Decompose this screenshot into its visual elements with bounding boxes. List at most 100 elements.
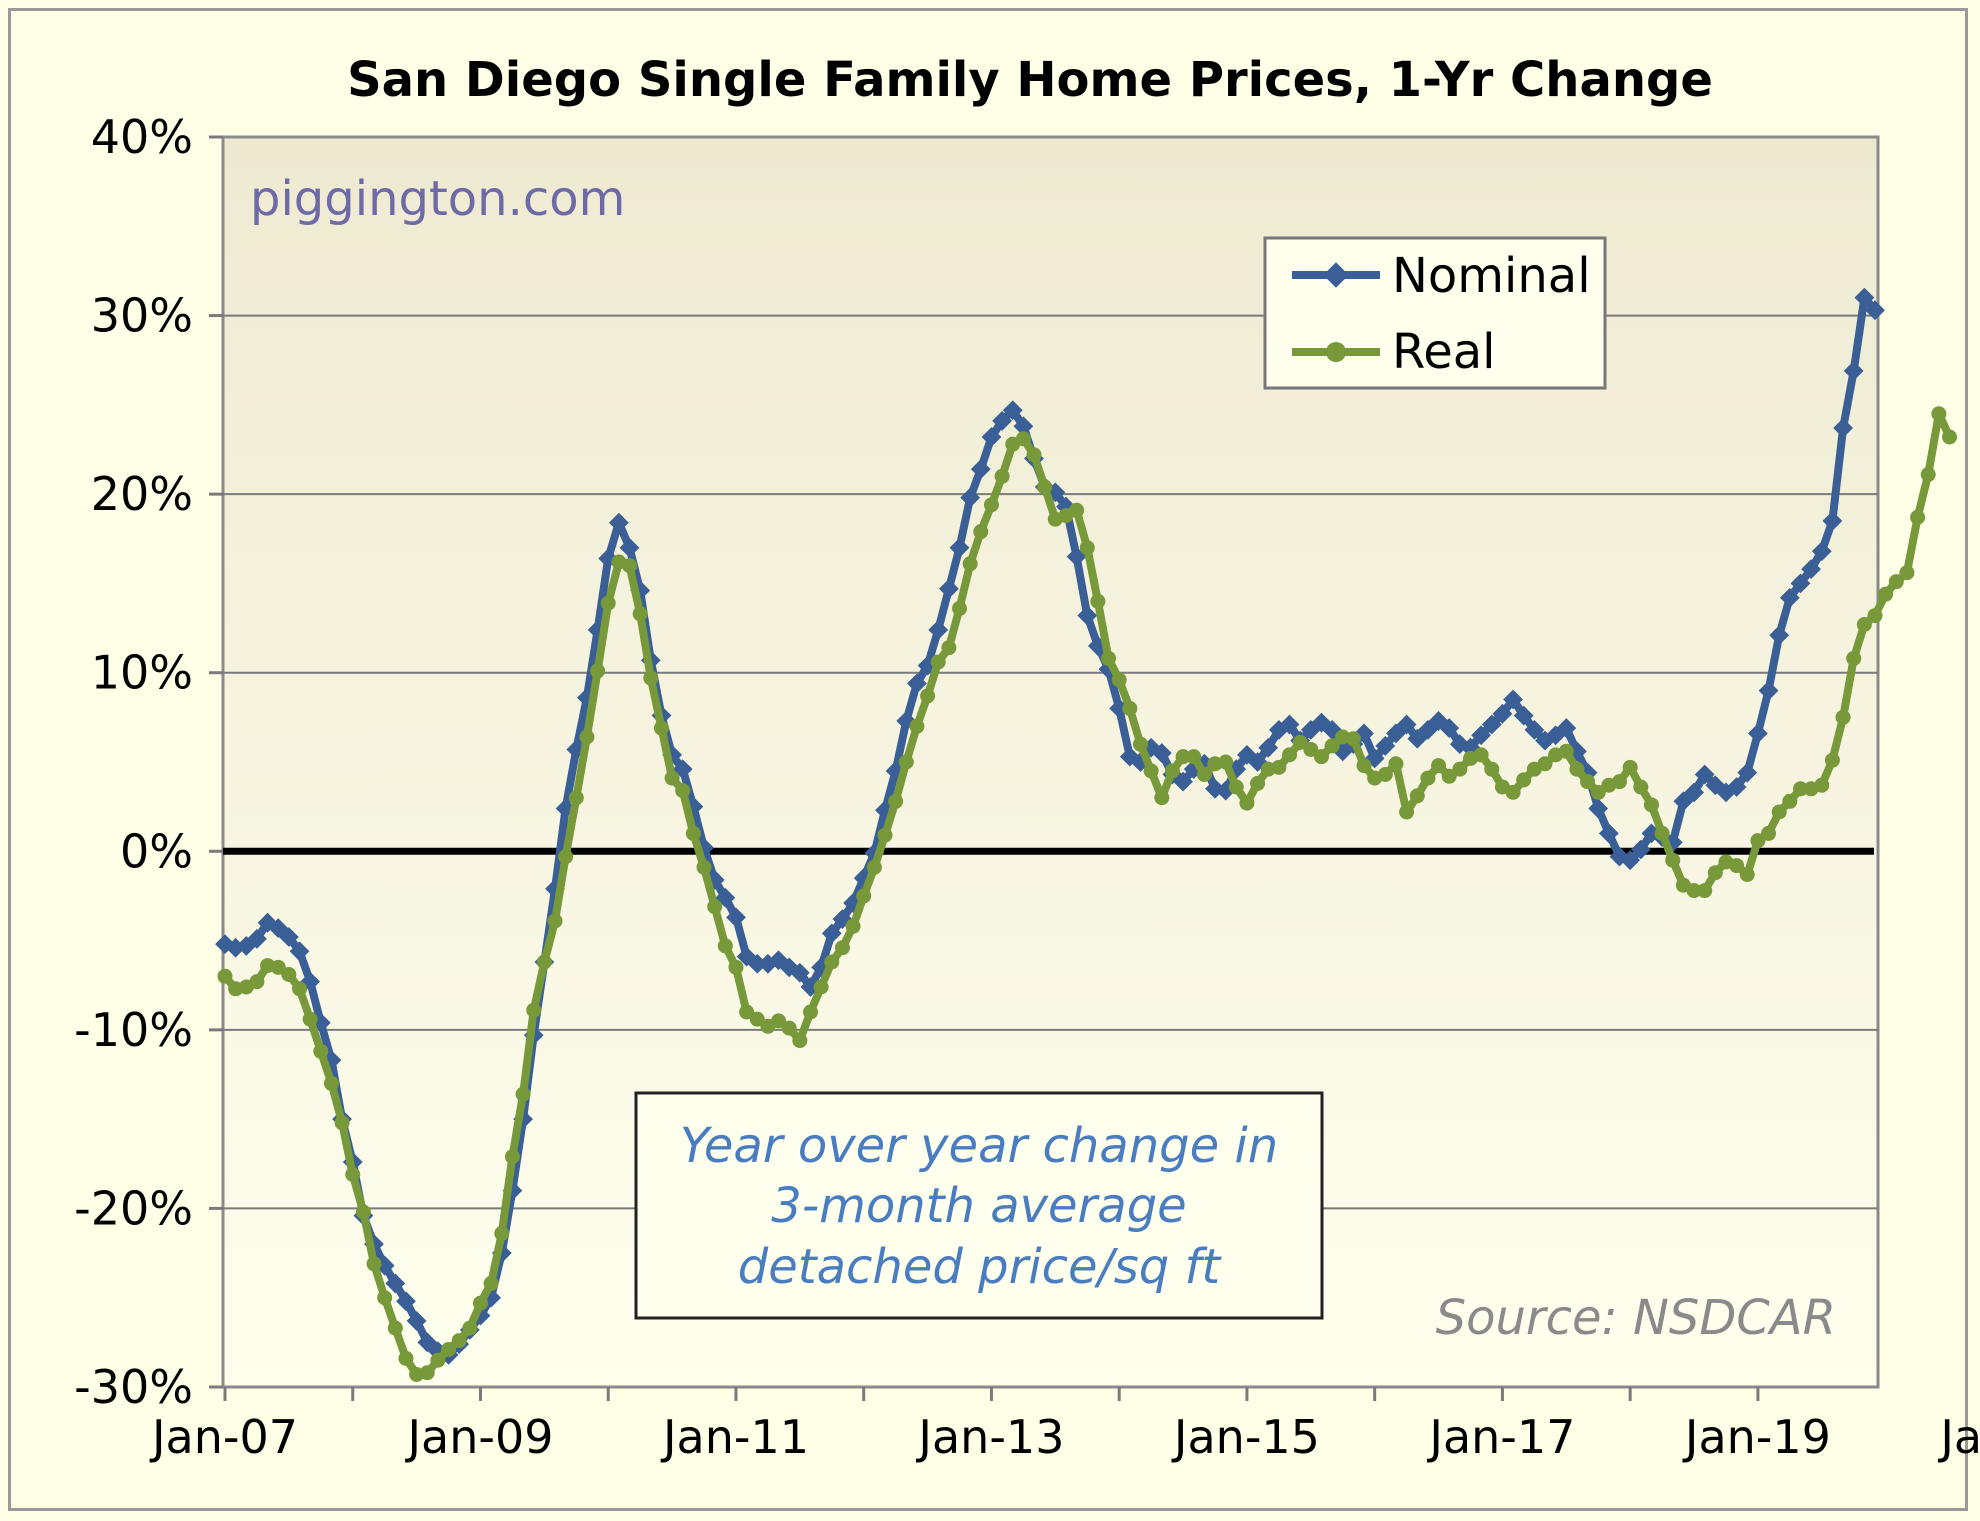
data-point [494, 1225, 510, 1241]
data-point [1824, 752, 1840, 768]
data-point [696, 859, 712, 875]
data-point [1654, 825, 1670, 841]
data-point [907, 673, 927, 694]
data-point [558, 849, 574, 865]
data-point [1037, 479, 1053, 495]
data-point [1856, 617, 1872, 632]
data-point [1069, 502, 1085, 518]
data-point [419, 1365, 435, 1381]
data-point [1279, 714, 1300, 735]
data-point [1175, 749, 1191, 765]
data-point [1620, 850, 1641, 871]
note-line-1: Year over year change in [680, 1118, 1278, 1174]
data-point [888, 793, 904, 809]
data-point [1151, 743, 1172, 763]
data-point [1569, 761, 1585, 777]
data-point [632, 606, 648, 622]
data-point [451, 1333, 467, 1349]
data-point [802, 1004, 818, 1020]
data-point [1686, 883, 1702, 899]
data-point [941, 640, 957, 656]
data-point [1079, 540, 1095, 556]
data-point [992, 411, 1012, 431]
data-point [547, 913, 563, 929]
data-point [217, 968, 233, 984]
data-point [622, 558, 638, 574]
data-point [1707, 865, 1723, 881]
data-point [278, 927, 299, 947]
data-point [653, 720, 669, 736]
data-point [877, 827, 893, 843]
data-point [1258, 737, 1279, 758]
data-point [1356, 758, 1372, 774]
data-point [685, 825, 701, 841]
data-point [1580, 774, 1596, 790]
data-point [949, 537, 970, 558]
data-point [898, 754, 914, 770]
data-point [1524, 719, 1545, 740]
y-axis: 40% 30% 20% 10% 0% -10% -20% -30% [74, 110, 223, 1414]
data-point [1790, 573, 1811, 594]
x-tick-label: Jan-17 [1426, 1410, 1575, 1464]
legend-box [1263, 236, 1607, 390]
data-point [1822, 511, 1843, 531]
data-point [619, 537, 640, 558]
data-point [1324, 738, 1340, 754]
note-line-3: detached price/sq ft [738, 1239, 1223, 1295]
data-point [334, 1115, 350, 1131]
data-point [590, 663, 606, 679]
data-point [366, 1256, 382, 1272]
data-point [643, 670, 659, 686]
annotation-box [634, 1091, 1324, 1320]
data-point [1484, 761, 1500, 777]
x-tick-label: Jan-19 [1682, 1410, 1831, 1464]
data-point [1250, 775, 1266, 791]
data-point [1420, 770, 1436, 786]
data-point [1899, 565, 1915, 581]
data-point [1481, 714, 1502, 735]
data-point [1439, 718, 1460, 738]
data-point [526, 1002, 542, 1018]
data-point [717, 938, 733, 954]
data-point [1684, 782, 1704, 803]
data-point [1697, 883, 1713, 899]
data-point [1846, 650, 1862, 666]
data-point [600, 595, 616, 611]
data-point [1399, 804, 1415, 820]
data-point [1375, 736, 1396, 756]
data-point [821, 923, 842, 944]
data-point [1750, 833, 1766, 849]
data-point [728, 959, 744, 975]
data-point [1622, 759, 1638, 775]
data-point [983, 497, 999, 513]
data-point [664, 770, 680, 786]
data-point [962, 556, 978, 572]
data-point [1026, 447, 1042, 463]
watermark: piggington.com [250, 171, 625, 227]
data-point [1013, 416, 1034, 437]
source-label: Source: NSDCAR [1436, 1290, 1836, 1346]
data-point [739, 1004, 755, 1020]
chart-title: San Diego Single Family Home Prices, 1-Y… [347, 52, 1713, 108]
data-point [834, 940, 850, 956]
data-point [1801, 559, 1821, 580]
data-point [302, 1011, 318, 1027]
data-point [1843, 361, 1864, 381]
x-tick-label: Jan-09 [404, 1410, 553, 1464]
data-point [1792, 781, 1808, 797]
x-axis: Jan-07 Jan-09 Jan-11 Jan-13 Jan-15 Jan-17 Jan-… [149, 1387, 1980, 1464]
data-point [1556, 718, 1577, 738]
data-point [292, 981, 308, 997]
data-point [973, 524, 989, 540]
data-point [1345, 731, 1361, 747]
data-point [1633, 779, 1649, 795]
data-point [1132, 736, 1148, 752]
data-point [781, 1020, 797, 1036]
data-point [1694, 764, 1715, 785]
data-point [430, 1352, 446, 1368]
data-point [1814, 777, 1830, 793]
data-point [970, 459, 991, 480]
data-point [1513, 705, 1534, 726]
data-point [281, 967, 297, 982]
note-line-2: 3-month average [771, 1178, 1186, 1234]
